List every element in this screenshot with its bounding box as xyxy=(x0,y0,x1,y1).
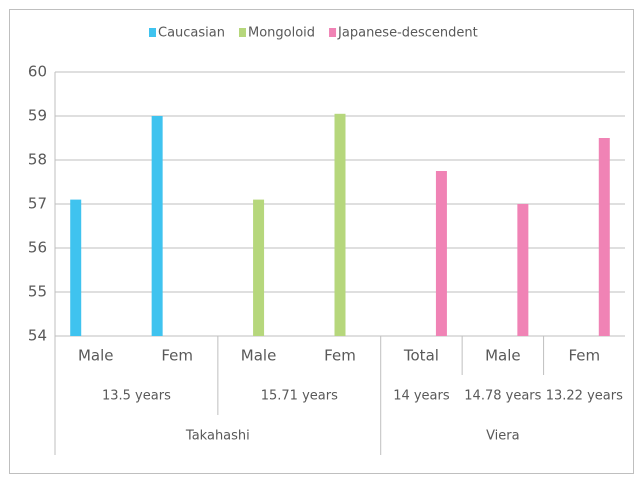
y-tick-label: 60 xyxy=(28,63,47,81)
bar xyxy=(70,199,82,336)
bar xyxy=(517,204,529,336)
legend-label: Japanese-descendent xyxy=(337,26,478,41)
x-group-label: 14.78 years xyxy=(464,389,541,404)
x-tick-label: Male xyxy=(485,347,521,365)
y-tick-label: 56 xyxy=(28,239,47,257)
x-group-label: 15.71 years xyxy=(261,389,338,404)
x-group-label: 13.5 years xyxy=(102,389,171,404)
y-tick-label: 55 xyxy=(28,283,47,301)
x-tick-label: Fem xyxy=(161,347,193,365)
legend-swatch xyxy=(149,28,156,37)
bar xyxy=(435,171,447,336)
y-tick-label: 54 xyxy=(28,327,47,345)
x-tick-label: Male xyxy=(241,347,277,365)
x-tick-label: Total xyxy=(403,347,439,365)
y-tick-label: 59 xyxy=(28,107,47,125)
x-tick-label: Male xyxy=(78,347,114,365)
bar xyxy=(253,199,265,336)
x-group-label: 14 years xyxy=(393,389,450,404)
legend-swatch xyxy=(239,28,246,37)
bar xyxy=(334,113,346,336)
legend-swatch xyxy=(329,28,337,37)
x-group-label: Takahashi xyxy=(185,429,250,444)
y-tick-label: 58 xyxy=(28,151,47,169)
x-tick-label: Fem xyxy=(324,347,356,365)
x-tick-label: Fem xyxy=(568,347,600,365)
bar xyxy=(151,116,163,336)
x-group-label: Viera xyxy=(486,429,520,444)
y-tick-label: 57 xyxy=(28,195,47,213)
chart-border xyxy=(9,9,634,474)
legend-label: Caucasian xyxy=(158,26,225,41)
bar xyxy=(598,138,610,336)
x-group-label: 13.22 years xyxy=(546,389,623,404)
legend-label: Mongoloid xyxy=(248,26,315,41)
